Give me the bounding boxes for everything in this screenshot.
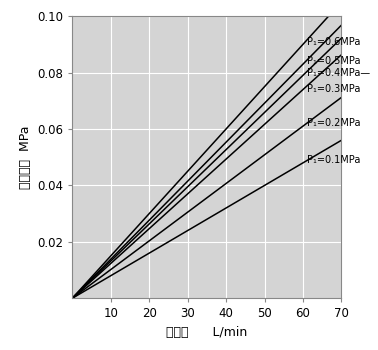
Text: P₁=0.1MPa: P₁=0.1MPa (307, 155, 360, 165)
Text: P₁=0.3MPa: P₁=0.3MPa (307, 84, 360, 94)
Text: P₁=0.6MPa: P₁=0.6MPa (307, 36, 360, 47)
Text: P₁=0.2MPa: P₁=0.2MPa (307, 118, 360, 128)
Y-axis label: 圧力降下  MPa: 圧力降下 MPa (19, 125, 32, 189)
Text: P₁=0.5MPa: P₁=0.5MPa (307, 56, 360, 66)
Text: P₁=0.4MPa—: P₁=0.4MPa— (307, 68, 370, 78)
X-axis label: 流　量      L/min: 流 量 L/min (166, 326, 248, 339)
